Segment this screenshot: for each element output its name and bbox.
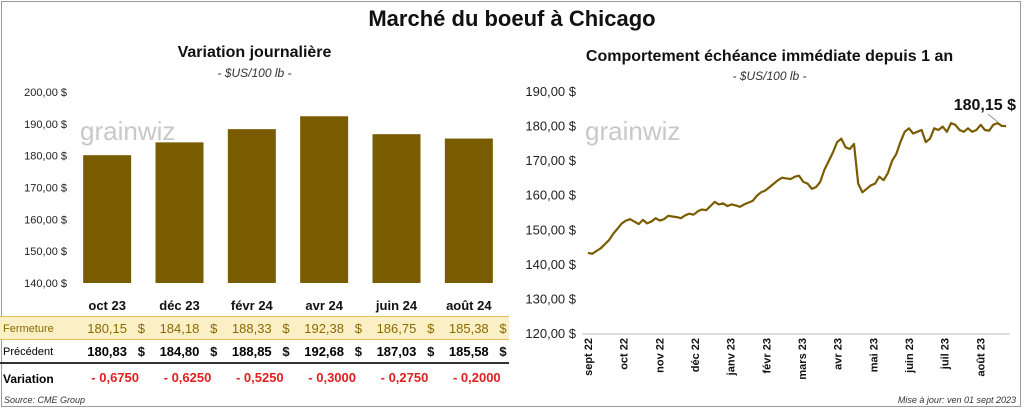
y-tick-label: 140,00 $	[525, 257, 576, 272]
y-tick-label: 170,00 $	[525, 153, 576, 168]
left-bar-chart: grainwiz 140,00 $ 150,00 $ 160,00 $ 170,00 $…	[24, 87, 493, 313]
x-tick-label: oct 23	[88, 298, 126, 313]
y-tick-label: 170,00 $	[24, 183, 67, 195]
x-tick-label: sept 22	[583, 338, 595, 376]
x-tick-label: mars 23	[797, 338, 809, 380]
currency-symbol: $	[499, 344, 507, 359]
table-row: Variation - 0,6750 - 0,6250 - 0,5250 - 0,300…	[0, 366, 509, 390]
x-tick-label: déc 22	[690, 338, 702, 372]
x-tick-label: nov 22	[654, 338, 666, 373]
currency-symbol: $	[427, 344, 435, 359]
page-title: Marché du boeuf à Chicago	[368, 6, 656, 31]
x-tick-label: mai 23	[868, 338, 880, 372]
bar-1	[155, 142, 204, 283]
currency-symbol: $	[210, 321, 218, 336]
y-tick-label: 130,00 $	[525, 291, 576, 306]
cell-value: 186,75	[376, 321, 417, 336]
currency-symbol: $	[137, 321, 145, 336]
right-chart-title: Comportement échéance immédiate depuis 1…	[585, 48, 954, 65]
x-tick-label: août 23	[975, 338, 987, 377]
x-tick-label: févr 23	[761, 338, 773, 373]
row-label: Fermeture	[3, 323, 54, 335]
x-tick-label: juin 23	[904, 338, 916, 374]
cell-value: 180,83	[87, 344, 127, 359]
cell-value: - 0,5250	[235, 370, 284, 385]
cell-value: - 0,6750	[91, 370, 139, 385]
y-tick-label: 150,00 $	[525, 222, 576, 237]
watermark-logo: grainwiz	[585, 116, 680, 146]
currency-symbol: $	[210, 344, 218, 359]
currency-symbol: $	[282, 321, 290, 336]
x-tick-label: janv 23	[726, 338, 738, 376]
cell-value: 185,58	[448, 344, 489, 359]
currency-symbol: $	[282, 344, 290, 359]
x-tick-label: oct 22	[619, 338, 631, 370]
x-tick-label: août 24	[446, 298, 492, 313]
left-chart-title: Variation journalière	[177, 44, 332, 61]
bar-5	[444, 138, 493, 283]
x-tick-label: avr 24	[305, 298, 343, 313]
cell-value: - 0,2000	[452, 370, 501, 385]
watermark-logo: grainwiz	[80, 116, 175, 146]
left-chart-unit: - $US/100 lb -	[217, 66, 292, 80]
right-line-chart: grainwiz 120,00 $ 130,00 $ 140,00 $ 150,00 $…	[525, 84, 1016, 380]
table-row: Fermeture 180,15 $184,18 $188,33 $192,38 $186…	[0, 316, 509, 340]
currency-symbol: $	[354, 321, 362, 336]
x-tick-label: juin 24	[375, 298, 418, 313]
currency-symbol: $	[137, 344, 145, 359]
table-row: Précédent 180,83 $184,80 $188,85 $192,68 $187…	[0, 340, 509, 364]
y-tick-label: 180,00 $	[525, 119, 576, 134]
last-value-label: 180,15 $	[954, 97, 1016, 114]
y-tick-label: 190,00 $	[525, 84, 576, 99]
y-tick-label: 180,00 $	[24, 151, 67, 163]
y-tick-label: 200,00 $	[24, 87, 67, 99]
last-value-leader	[987, 113, 999, 123]
source-note: Source: CME Group	[4, 395, 86, 405]
price-series-line	[587, 121, 1007, 255]
cell-value: - 0,6250	[163, 370, 212, 385]
x-tick-label: avr 23	[833, 338, 845, 370]
currency-symbol: $	[354, 344, 362, 359]
cell-value: 188,33	[231, 321, 272, 336]
y-tick-label: 140,00 $	[24, 278, 67, 290]
x-tick-label: févr 24	[231, 298, 274, 313]
cell-value: - 0,2750	[380, 370, 429, 385]
cell-value: 192,38	[304, 321, 344, 336]
row-label: Variation	[3, 372, 54, 386]
bar-2	[227, 129, 276, 283]
y-tick-label: 160,00 $	[24, 214, 67, 226]
cell-value: - 0,3000	[308, 370, 356, 385]
y-tick-label: 160,00 $	[525, 188, 576, 203]
cell-value: 184,80	[159, 344, 200, 359]
cell-value: 184,18	[159, 321, 200, 336]
bar-0	[83, 155, 132, 283]
bar-3	[300, 116, 349, 283]
update-note: Mise à jour: ven 01 sept 2023	[897, 395, 1016, 405]
bar-4	[372, 134, 421, 283]
currency-symbol: $	[499, 321, 507, 336]
cell-value: 185,38	[448, 321, 489, 336]
y-tick-label: 190,00 $	[24, 119, 67, 131]
currency-symbol: $	[427, 321, 435, 336]
cell-value: 180,15	[87, 321, 127, 336]
cell-value: 188,85	[231, 344, 272, 359]
row-label: Précédent	[3, 346, 54, 358]
cell-value: 192,68	[304, 344, 344, 359]
x-tick-label: juil 23	[940, 338, 952, 370]
right-chart-unit: - $US/100 lb -	[732, 69, 807, 83]
y-tick-label: 120,00 $	[525, 326, 576, 341]
y-tick-label: 150,00 $	[24, 246, 67, 258]
cell-value: 187,03	[376, 344, 417, 359]
x-tick-label: déc 23	[159, 298, 199, 313]
